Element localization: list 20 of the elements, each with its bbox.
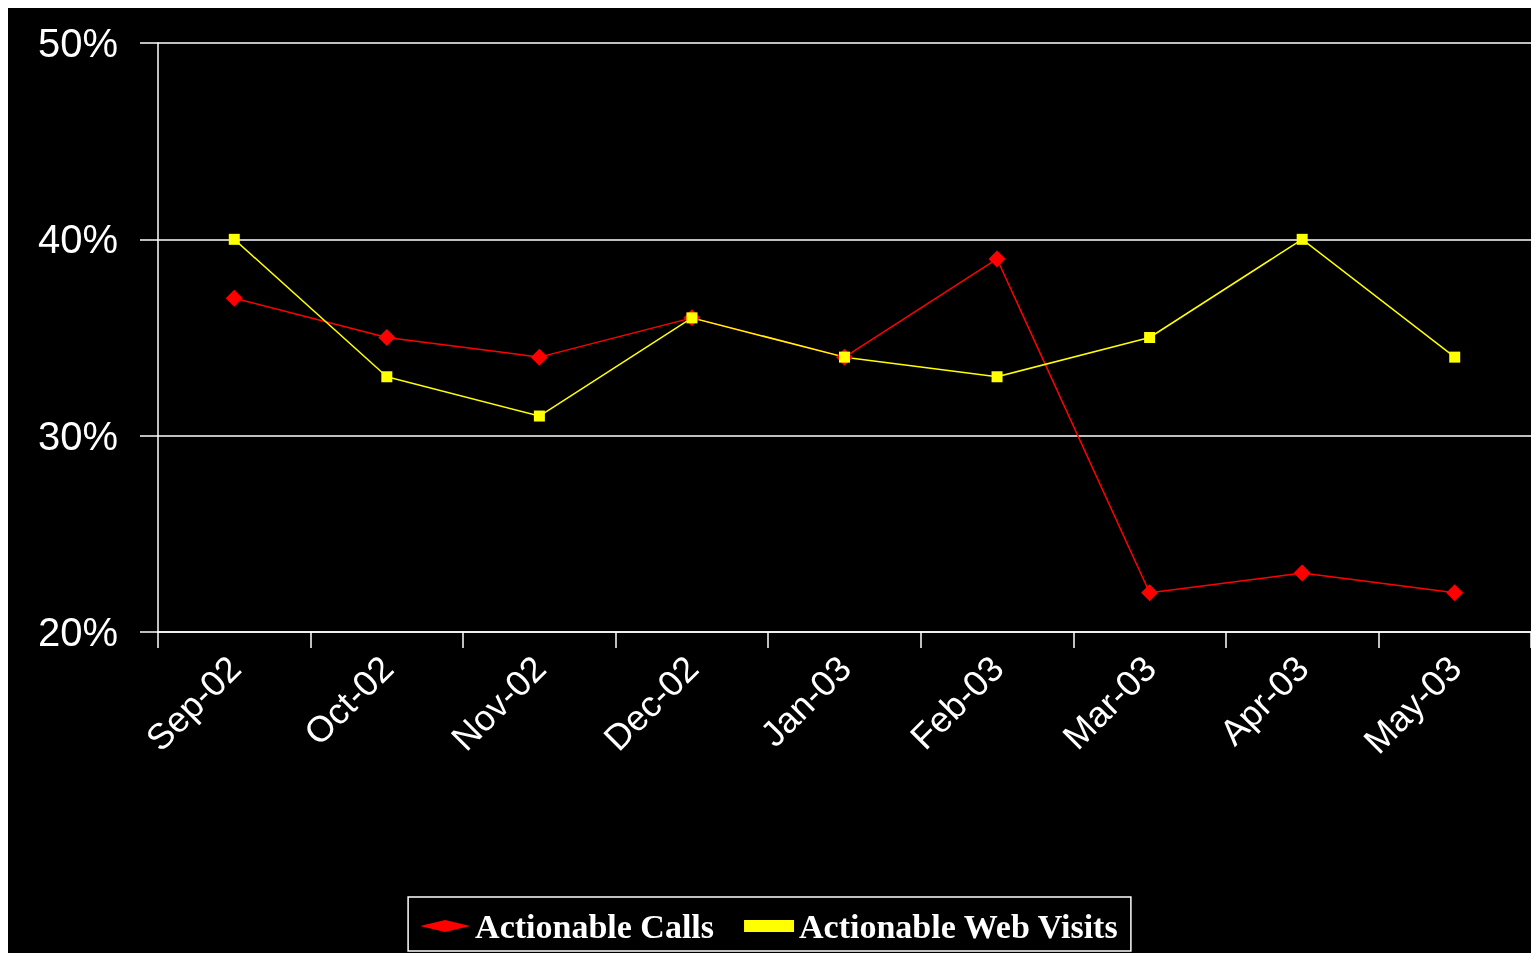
point: [988, 250, 1006, 268]
point: [991, 371, 1003, 383]
point: [1293, 564, 1311, 582]
y-tick-label: 40%: [37, 217, 118, 262]
y-tick-label: 30%: [37, 413, 118, 458]
point: [1449, 351, 1461, 363]
y-tick-label: 50%: [37, 21, 118, 65]
y-tick-label: 20%: [37, 610, 118, 654]
point: [1296, 233, 1308, 245]
point: [381, 371, 393, 383]
legend-label: Actionable Web Visits: [799, 907, 1118, 945]
point: [378, 329, 396, 346]
point: [1141, 584, 1159, 602]
point: [530, 348, 548, 366]
point: [533, 410, 545, 422]
point: [225, 289, 243, 307]
point: [1446, 584, 1464, 602]
legend-label: Actionable Calls: [475, 907, 715, 945]
point: [228, 233, 240, 245]
point: [1144, 332, 1156, 343]
